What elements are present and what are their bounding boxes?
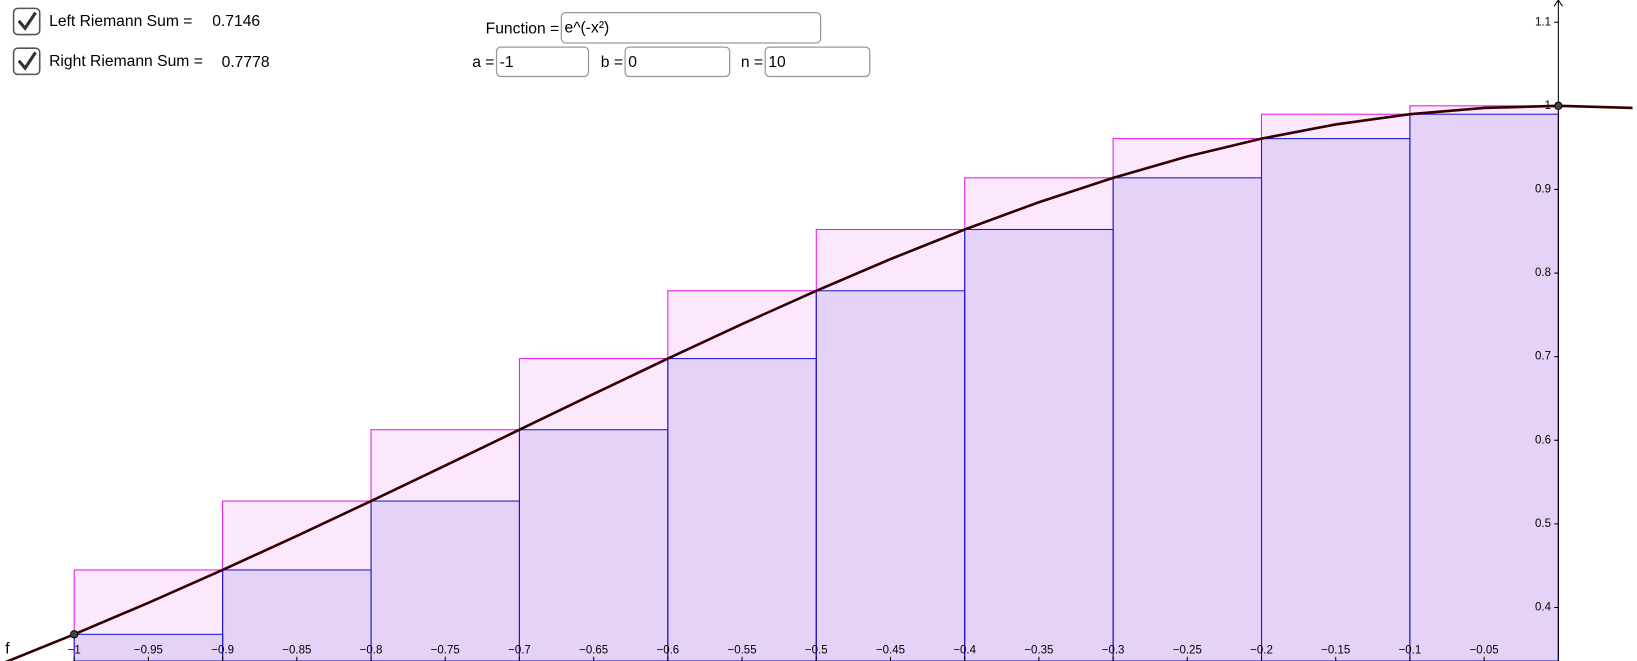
x-tick-label: −0.65 bbox=[579, 645, 608, 657]
x-tick-label: −0.2 bbox=[1250, 645, 1273, 657]
function-input[interactable] bbox=[560, 11, 822, 44]
x-tick-label: −0.9 bbox=[211, 645, 234, 657]
left-rect bbox=[518, 429, 669, 661]
function-label: f bbox=[5, 641, 10, 658]
checkbox-right[interactable] bbox=[12, 47, 41, 76]
y-tick-label: 0.4 bbox=[1535, 602, 1552, 614]
y-tick-label: 0.8 bbox=[1535, 267, 1551, 279]
right-sum-value: 0.7778 bbox=[222, 54, 270, 71]
n-label: n = bbox=[741, 54, 763, 71]
checkbox-left[interactable] bbox=[12, 7, 41, 36]
n-input-value: 10 bbox=[768, 54, 786, 71]
x-tick-label: −0.4 bbox=[953, 645, 976, 657]
right-rect bbox=[73, 569, 224, 661]
y-tick-label: 0.6 bbox=[1535, 434, 1551, 446]
x-tick-label: −0.05 bbox=[1470, 645, 1499, 657]
left-rect bbox=[1112, 177, 1263, 661]
right-sum-label: Right Riemann Sum = bbox=[49, 53, 203, 70]
right-rect bbox=[815, 228, 966, 661]
right-rect bbox=[1112, 138, 1263, 661]
x-tick-label: −0.3 bbox=[1102, 645, 1125, 657]
a-input[interactable] bbox=[495, 46, 590, 78]
x-tick-label: −0.85 bbox=[282, 645, 311, 657]
right-rect bbox=[518, 358, 669, 661]
b-input-value: 0 bbox=[628, 54, 637, 71]
left-sum-label: Left Riemann Sum = bbox=[49, 13, 192, 30]
y-tick-label: 1.1 bbox=[1535, 16, 1551, 28]
left-rect bbox=[815, 290, 966, 661]
x-tick-label: −0.45 bbox=[876, 645, 905, 657]
y-tick-label: 0.9 bbox=[1535, 183, 1551, 195]
x-tick-label: −0.5 bbox=[805, 645, 828, 657]
a-label: a = bbox=[472, 54, 494, 71]
function-curve bbox=[4, 104, 1633, 661]
y-tick-label: 0.7 bbox=[1535, 351, 1551, 363]
x-tick-label: −0.75 bbox=[431, 645, 460, 657]
b-label: b = bbox=[601, 54, 623, 71]
left-rect bbox=[667, 358, 817, 661]
x-tick-label: −0.25 bbox=[1173, 645, 1202, 657]
y-axis-arrow bbox=[1553, 0, 1563, 7]
endpoint bbox=[70, 630, 79, 639]
function-label: Function = bbox=[486, 20, 560, 37]
x-tick-label: −0.6 bbox=[657, 645, 680, 657]
left-rect bbox=[222, 569, 372, 661]
right-rect bbox=[1409, 105, 1559, 661]
x-tick-label: −0.55 bbox=[728, 645, 757, 657]
x-tick-label: −1 bbox=[68, 645, 81, 657]
x-tick-label: −0.8 bbox=[360, 645, 383, 657]
checkmark bbox=[17, 11, 37, 31]
right-rect bbox=[667, 290, 817, 661]
x-tick-label: −0.15 bbox=[1321, 645, 1350, 657]
left-rect bbox=[1260, 138, 1411, 661]
y-tick-label: 0.5 bbox=[1535, 518, 1551, 530]
a-input-value: -1 bbox=[500, 54, 514, 71]
x-tick-label: −0.7 bbox=[508, 645, 531, 657]
left-rect bbox=[370, 500, 520, 661]
right-rect bbox=[222, 500, 372, 661]
x-tick-label: −0.35 bbox=[1024, 645, 1053, 657]
left-rect bbox=[964, 228, 1114, 661]
left-sum-value: 0.7146 bbox=[212, 13, 260, 30]
checkmark bbox=[17, 51, 37, 71]
left-rect bbox=[1409, 113, 1559, 661]
endpoint bbox=[1554, 101, 1563, 111]
b-input[interactable] bbox=[624, 46, 731, 78]
function-input-value: e^(-x²) bbox=[564, 19, 609, 36]
controls: Left Riemann Sum = 0.7146 Right Riemann … bbox=[12, 7, 871, 78]
right-rect bbox=[1260, 113, 1411, 661]
right-rect bbox=[964, 177, 1114, 661]
n-input[interactable] bbox=[764, 46, 871, 78]
x-tick-label: −0.95 bbox=[134, 645, 163, 657]
x-tick-label: −0.1 bbox=[1399, 645, 1422, 657]
